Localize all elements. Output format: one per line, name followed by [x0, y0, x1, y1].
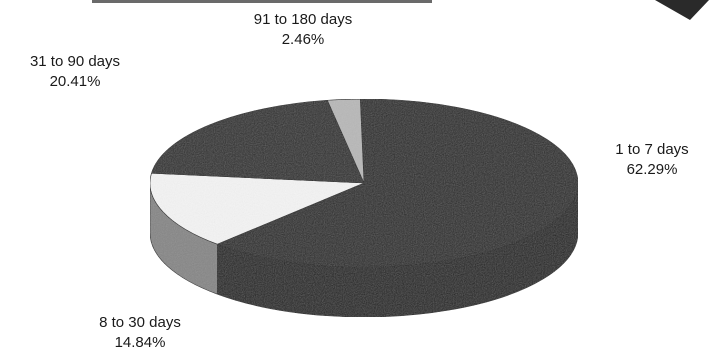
slice-name: 31 to 90 days — [29, 53, 121, 70]
slice-percent: 62.29% — [626, 161, 678, 178]
slice-percent: 2.46% — [281, 31, 325, 48]
top-border-fragment — [92, 0, 432, 3]
slice-name: 8 to 30 days — [99, 314, 181, 331]
slice-percent: 14.84% — [114, 334, 166, 351]
pie-slice-1-to-7-days — [216, 98, 579, 268]
slice-label-8-to-30-days: 8 to 30 days 14.84% — [80, 313, 200, 353]
slice-label-1-to-7-days: 1 to 7 days 62.29% — [592, 140, 709, 180]
slice-name: 1 to 7 days — [615, 141, 689, 158]
corner-arrow-fragment — [655, 0, 709, 20]
pie-slice-31-to-90-days — [151, 99, 365, 184]
pie-slice-8-to-30-days — [149, 172, 365, 245]
pie-slice-91-to-180-days — [326, 98, 365, 184]
slice-label-91-to-180-days: 91 to 180 days 2.46% — [228, 10, 378, 50]
slice-name: 91 to 180 days — [253, 11, 353, 28]
slice-percent: 20.41% — [49, 73, 101, 90]
slice-label-31-to-90-days: 31 to 90 days 20.41% — [2, 52, 148, 92]
